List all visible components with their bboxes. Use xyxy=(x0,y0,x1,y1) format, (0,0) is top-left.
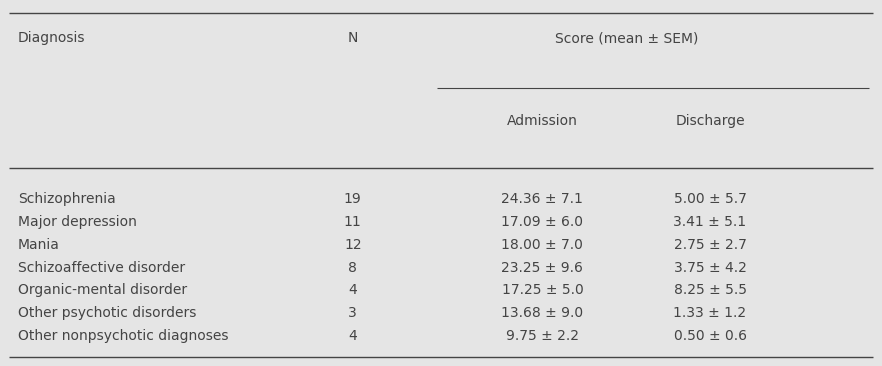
Text: 12: 12 xyxy=(344,238,362,252)
Text: 4: 4 xyxy=(348,329,357,343)
Text: Score (mean ± SEM): Score (mean ± SEM) xyxy=(555,31,698,45)
Text: 1.33 ± 1.2: 1.33 ± 1.2 xyxy=(674,306,746,320)
Text: N: N xyxy=(348,31,358,45)
Text: 3.75 ± 4.2: 3.75 ± 4.2 xyxy=(674,261,746,274)
Text: Other psychotic disorders: Other psychotic disorders xyxy=(18,306,196,320)
Text: 18.00 ± 7.0: 18.00 ± 7.0 xyxy=(502,238,583,252)
Text: Organic-mental disorder: Organic-mental disorder xyxy=(18,283,187,297)
Text: Schizophrenia: Schizophrenia xyxy=(18,193,116,206)
Text: 3: 3 xyxy=(348,306,357,320)
Text: 2.75 ± 2.7: 2.75 ± 2.7 xyxy=(674,238,746,252)
Text: 11: 11 xyxy=(344,215,362,229)
Text: Mania: Mania xyxy=(18,238,59,252)
Text: 9.75 ± 2.2: 9.75 ± 2.2 xyxy=(506,329,579,343)
Text: 8: 8 xyxy=(348,261,357,274)
Text: 17.09 ± 6.0: 17.09 ± 6.0 xyxy=(502,215,583,229)
Text: Diagnosis: Diagnosis xyxy=(18,31,86,45)
Text: 24.36 ± 7.1: 24.36 ± 7.1 xyxy=(502,193,583,206)
Text: 4: 4 xyxy=(348,283,357,297)
Text: 23.25 ± 9.6: 23.25 ± 9.6 xyxy=(502,261,583,274)
Text: Admission: Admission xyxy=(507,114,578,128)
Text: 17.25 ± 5.0: 17.25 ± 5.0 xyxy=(502,283,583,297)
Text: 0.50 ± 0.6: 0.50 ± 0.6 xyxy=(674,329,746,343)
Text: 5.00 ± 5.7: 5.00 ± 5.7 xyxy=(674,193,746,206)
Text: 3.41 ± 5.1: 3.41 ± 5.1 xyxy=(674,215,746,229)
Text: 19: 19 xyxy=(344,193,362,206)
Text: Other nonpsychotic diagnoses: Other nonpsychotic diagnoses xyxy=(18,329,228,343)
Text: 8.25 ± 5.5: 8.25 ± 5.5 xyxy=(674,283,746,297)
Text: Major depression: Major depression xyxy=(18,215,137,229)
Text: Schizoaffective disorder: Schizoaffective disorder xyxy=(18,261,184,274)
Text: Discharge: Discharge xyxy=(676,114,744,128)
Text: 13.68 ± 9.0: 13.68 ± 9.0 xyxy=(501,306,584,320)
